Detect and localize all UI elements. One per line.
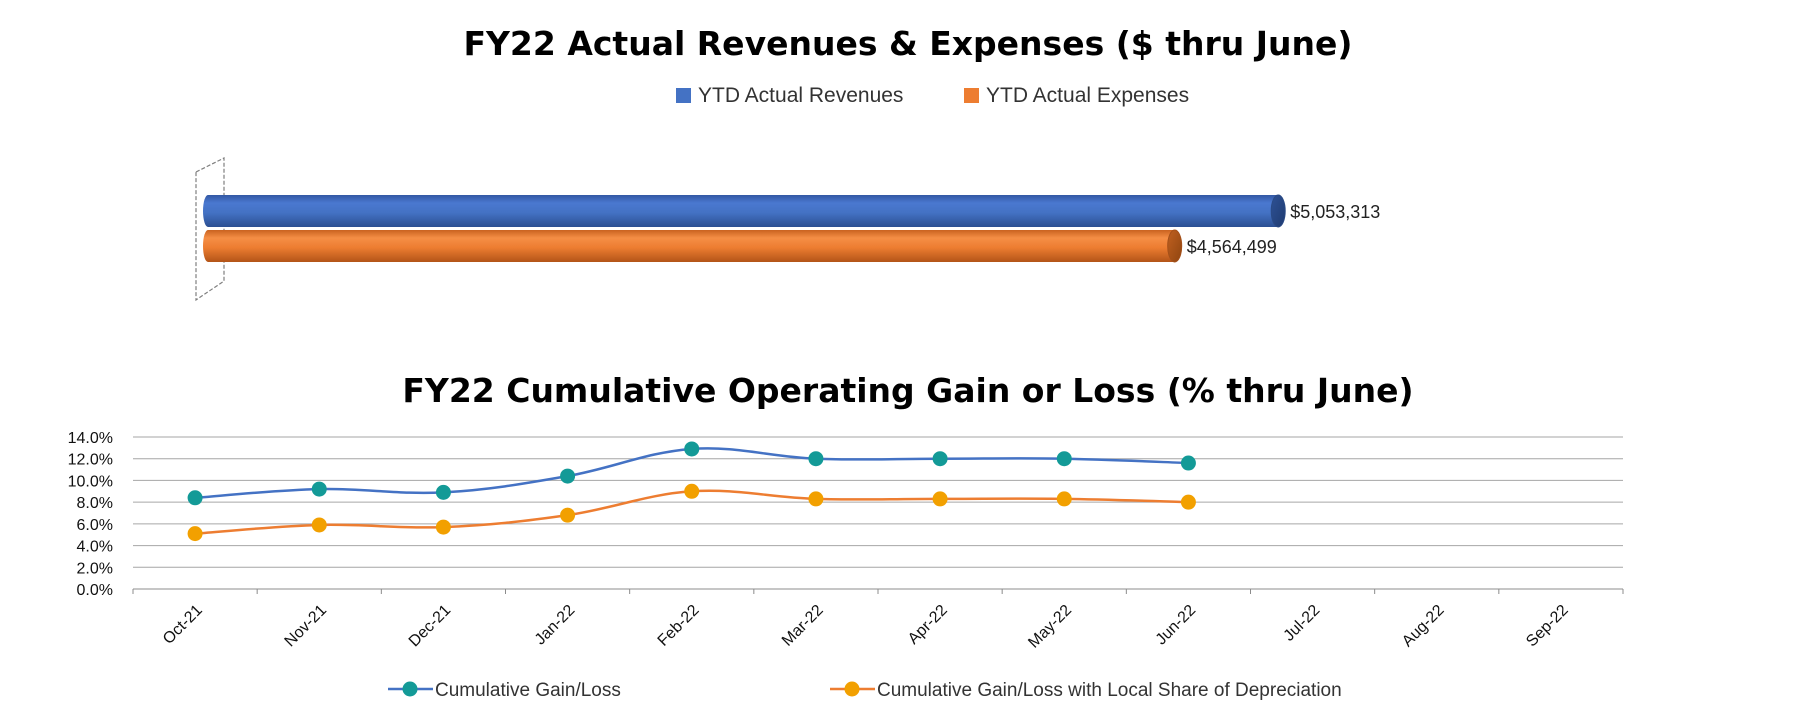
bar-chart-legend: YTD Actual Revenues YTD Actual Expenses	[676, 84, 1189, 107]
x-tick-label: Jun-22	[1153, 602, 1200, 649]
legend-marker-cumulative-gain-loss	[402, 681, 418, 697]
bar-chart: FY22 Actual Revenues & Expenses ($ thru …	[195, 24, 1380, 302]
legend-label-expenses: YTD Actual Expenses	[986, 84, 1189, 107]
y-tick-label: 6.0%	[77, 517, 113, 534]
series-cumulative-gain-loss-depreciation	[187, 483, 1196, 542]
series-cumulative-gain-loss	[187, 441, 1196, 506]
y-tick-label: 2.0%	[77, 560, 113, 577]
data-point	[187, 526, 203, 542]
x-tick-label: Feb-22	[655, 602, 703, 650]
legend-label-cumulative-gain-loss: Cumulative Gain/Loss	[435, 680, 621, 701]
x-tick-label: Sep-22	[1523, 602, 1572, 651]
bar-chart-bars: $5,053,313 $4,564,499	[203, 194, 1380, 263]
data-point	[311, 481, 327, 497]
x-tick-label: Mar-22	[779, 602, 827, 650]
y-tick-label: 12.0%	[68, 452, 113, 469]
data-point	[435, 484, 451, 500]
bar-value-label-revenues: $5,053,313	[1290, 202, 1380, 222]
line-chart-y-axis: 0.0% 2.0% 4.0% 6.0% 8.0% 10.0% 12.0% 14.0%	[68, 430, 113, 599]
data-point	[808, 491, 824, 507]
legend-label-revenues: YTD Actual Revenues	[698, 84, 903, 107]
line-chart-legend: Cumulative Gain/Loss Cumulative Gain/Loss…	[388, 680, 1342, 701]
y-tick-label: 0.0%	[77, 582, 113, 599]
line-chart: FY22 Cumulative Operating Gain or Loss (…	[68, 371, 1624, 701]
legend-swatch-revenues	[676, 88, 691, 103]
y-tick-label: 4.0%	[77, 539, 113, 556]
bar-chart-title: FY22 Actual Revenues & Expenses ($ thru …	[463, 24, 1352, 63]
y-tick-label: 8.0%	[77, 495, 113, 512]
data-point	[684, 441, 700, 457]
x-tick-label: Oct-21	[160, 602, 206, 648]
data-point	[187, 490, 203, 506]
data-point	[1180, 494, 1196, 510]
data-point	[1056, 491, 1072, 507]
y-tick-label: 10.0%	[68, 473, 113, 490]
bar-expenses	[203, 229, 1183, 263]
legend-marker-cumulative-gain-loss-depreciation	[844, 681, 860, 697]
line-chart-title: FY22 Cumulative Operating Gain or Loss (…	[402, 371, 1413, 410]
data-point	[560, 468, 576, 484]
x-tick-label: Dec-21	[406, 602, 455, 651]
data-point	[932, 491, 948, 507]
data-point	[435, 519, 451, 535]
line-chart-grid	[133, 436, 1623, 590]
x-tick-label: Apr-22	[905, 602, 951, 648]
x-tick-label: May-22	[1025, 602, 1075, 652]
x-tick-label: Jul-22	[1281, 602, 1324, 645]
data-point	[311, 517, 327, 533]
bar-revenues	[203, 194, 1286, 228]
data-point	[560, 507, 576, 523]
legend-label-cumulative-gain-loss-depreciation: Cumulative Gain/Loss with Local Share of…	[877, 680, 1342, 701]
data-point	[808, 451, 824, 467]
x-tick-label: Jan-22	[532, 602, 579, 649]
legend-swatch-expenses	[964, 88, 979, 103]
data-point	[1056, 451, 1072, 467]
data-point	[684, 483, 700, 499]
x-tick-label: Nov-21	[282, 602, 331, 651]
line-chart-x-axis: Oct-21 Nov-21 Dec-21 Jan-22 Feb-22 Mar-22 Apr-…	[132, 589, 1624, 652]
data-point	[932, 451, 948, 467]
data-point	[1180, 455, 1196, 471]
y-tick-label: 14.0%	[68, 430, 113, 447]
x-tick-label: Aug-22	[1399, 602, 1448, 651]
bar-value-label-expenses: $4,564,499	[1187, 237, 1277, 257]
bar-chart-wall	[195, 157, 225, 302]
line-chart-series	[187, 441, 1196, 542]
